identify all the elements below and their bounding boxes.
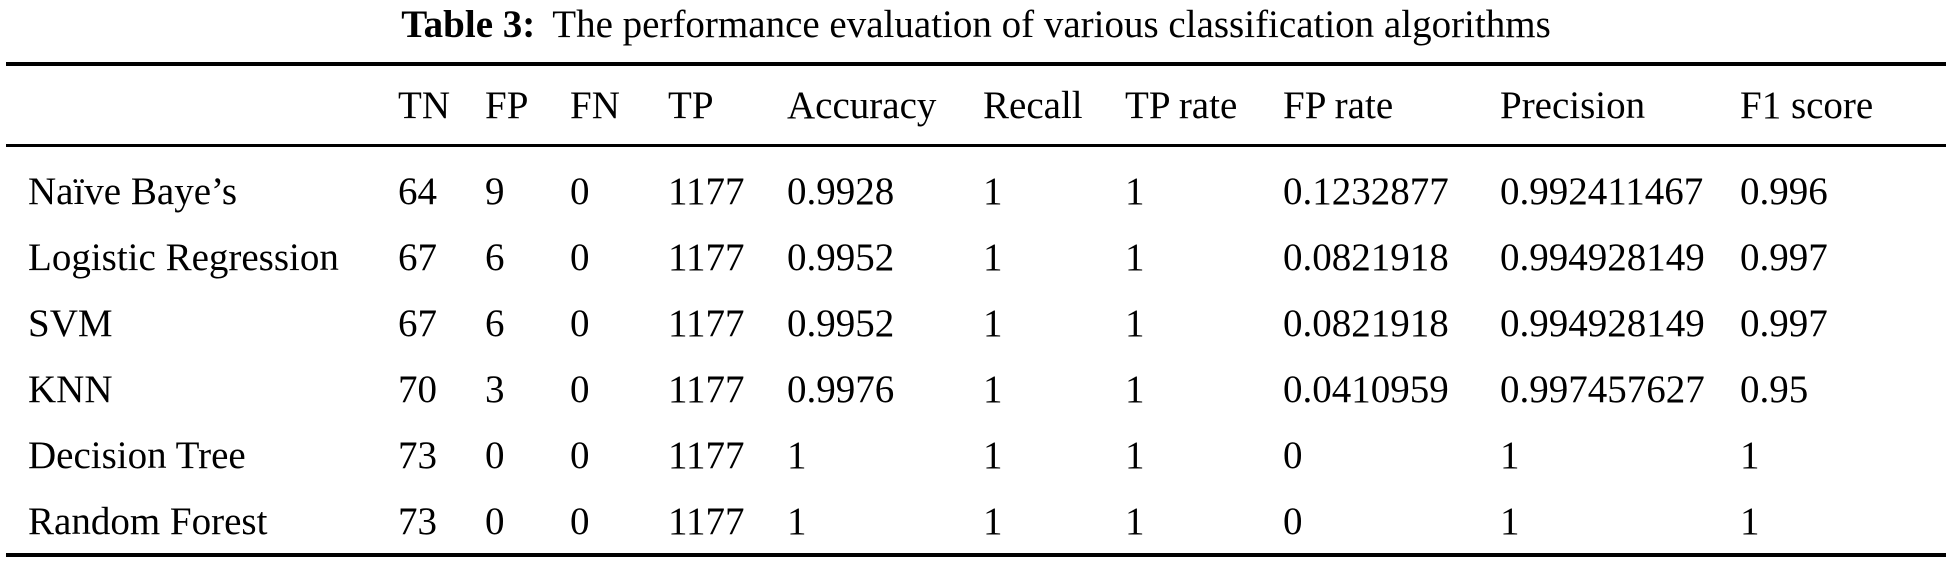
table-body: Naïve Baye’s 64 9 0 1177 0.9928 1 1 0.12… bbox=[0, 158, 1952, 554]
table-cell-fp: 0 bbox=[485, 433, 505, 477]
table-cell-tn: 70 bbox=[398, 367, 437, 411]
table-cell-fn: 0 bbox=[570, 301, 590, 345]
header-recall: Recall bbox=[983, 83, 1083, 127]
table-cell-fp-rate: 0 bbox=[1283, 433, 1303, 477]
table-cell-recall: 1 bbox=[983, 367, 1003, 411]
table-cell-fp-rate: 0.0410959 bbox=[1283, 367, 1449, 411]
header-tn: TN bbox=[398, 83, 450, 127]
table-caption-text: The performance evaluation of various cl… bbox=[552, 2, 1551, 46]
table-cell-f1-score: 0.997 bbox=[1740, 235, 1828, 279]
table-row: Naïve Baye’s 64 9 0 1177 0.9928 1 1 0.12… bbox=[0, 158, 1952, 224]
table-cell-tp-rate: 1 bbox=[1125, 301, 1145, 345]
algorithm-name: Random Forest bbox=[28, 499, 268, 543]
table-cell-fp: 3 bbox=[485, 367, 505, 411]
table-row: Decision Tree 73 0 0 1177 1 1 1 0 1 1 bbox=[0, 422, 1952, 488]
table-cell-fp: 0 bbox=[485, 499, 505, 543]
table-cell-precision: 1 bbox=[1500, 433, 1520, 477]
table-cell-precision: 1 bbox=[1500, 499, 1520, 543]
table-cell-f1-score: 0.996 bbox=[1740, 169, 1828, 213]
table-cell-fp: 9 bbox=[485, 169, 505, 213]
header-accuracy: Accuracy bbox=[787, 83, 937, 127]
table-cell-tp: 1177 bbox=[668, 301, 745, 345]
table-caption-label: Table 3: bbox=[401, 2, 536, 46]
table-rule-header bbox=[6, 144, 1946, 147]
header-tp-rate: TP rate bbox=[1125, 83, 1238, 127]
table-cell-tp-rate: 1 bbox=[1125, 235, 1145, 279]
table-cell-tp: 1177 bbox=[668, 433, 745, 477]
table-cell-f1-score: 1 bbox=[1740, 499, 1760, 543]
table-cell-fp-rate: 0.1232877 bbox=[1283, 169, 1449, 213]
table-header-row: TN FP FN TP Accuracy Recall TP rate FP r… bbox=[0, 66, 1952, 144]
table-cell-tp: 1177 bbox=[668, 499, 745, 543]
table-cell-accuracy: 1 bbox=[787, 433, 807, 477]
table-cell-tp-rate: 1 bbox=[1125, 433, 1145, 477]
algorithm-name: Decision Tree bbox=[28, 433, 246, 477]
table-cell-tn: 67 bbox=[398, 235, 437, 279]
table-row: SVM 67 6 0 1177 0.9952 1 1 0.0821918 0.9… bbox=[0, 290, 1952, 356]
table-rule-bottom bbox=[6, 553, 1946, 557]
table-cell-fn: 0 bbox=[570, 433, 590, 477]
table-cell-accuracy: 0.9928 bbox=[787, 169, 895, 213]
table-cell-accuracy: 0.9952 bbox=[787, 301, 895, 345]
table-cell-tp-rate: 1 bbox=[1125, 169, 1145, 213]
table-cell-f1-score: 0.997 bbox=[1740, 301, 1828, 345]
table-cell-fn: 0 bbox=[570, 499, 590, 543]
table-cell-fp-rate: 0.0821918 bbox=[1283, 235, 1449, 279]
table-cell-tn: 73 bbox=[398, 499, 437, 543]
algorithm-name: KNN bbox=[28, 367, 113, 411]
table-row: Random Forest 73 0 0 1177 1 1 1 0 1 1 bbox=[0, 488, 1952, 554]
table-cell-recall: 1 bbox=[983, 169, 1003, 213]
table-cell-tn: 67 bbox=[398, 301, 437, 345]
header-fn: FN bbox=[570, 83, 620, 127]
table-cell-fn: 0 bbox=[570, 169, 590, 213]
header-fp-rate: FP rate bbox=[1283, 83, 1394, 127]
algorithm-name: Naïve Baye’s bbox=[28, 169, 238, 213]
table-cell-fn: 0 bbox=[570, 235, 590, 279]
table-row: Logistic Regression 67 6 0 1177 0.9952 1… bbox=[0, 224, 1952, 290]
table-cell-precision: 0.997457627 bbox=[1500, 367, 1705, 411]
table-cell-precision: 0.992411467 bbox=[1500, 169, 1704, 213]
header-f1-score: F1 score bbox=[1740, 83, 1874, 127]
table-cell-tp-rate: 1 bbox=[1125, 367, 1145, 411]
table-cell-fp-rate: 0 bbox=[1283, 499, 1303, 543]
table-cell-tp: 1177 bbox=[668, 169, 745, 213]
table-cell-fn: 0 bbox=[570, 367, 590, 411]
table-cell-tn: 64 bbox=[398, 169, 437, 213]
table-cell-tn: 73 bbox=[398, 433, 437, 477]
table-cell-recall: 1 bbox=[983, 301, 1003, 345]
table-cell-recall: 1 bbox=[983, 235, 1003, 279]
algorithm-name: SVM bbox=[28, 301, 113, 345]
table-row: KNN 70 3 0 1177 0.9976 1 1 0.0410959 0.9… bbox=[0, 356, 1952, 422]
table-cell-recall: 1 bbox=[983, 433, 1003, 477]
table-cell-tp: 1177 bbox=[668, 235, 745, 279]
table-cell-precision: 0.994928149 bbox=[1500, 301, 1705, 345]
table-cell-fp: 6 bbox=[485, 301, 505, 345]
header-tp: TP bbox=[668, 83, 714, 127]
table-cell-tp-rate: 1 bbox=[1125, 499, 1145, 543]
table-cell-accuracy: 0.9976 bbox=[787, 367, 895, 411]
table-cell-accuracy: 1 bbox=[787, 499, 807, 543]
header-precision: Precision bbox=[1500, 83, 1646, 127]
table-cell-recall: 1 bbox=[983, 499, 1003, 543]
table-cell-tp: 1177 bbox=[668, 367, 745, 411]
table-cell-fp: 6 bbox=[485, 235, 505, 279]
table-cell-fp-rate: 0.0821918 bbox=[1283, 301, 1449, 345]
table-cell-accuracy: 0.9952 bbox=[787, 235, 895, 279]
algorithm-name: Logistic Regression bbox=[28, 235, 339, 279]
table-cell-precision: 0.994928149 bbox=[1500, 235, 1705, 279]
table-rule-top bbox=[6, 62, 1946, 66]
table-cell-f1-score: 0.95 bbox=[1740, 367, 1809, 411]
table-caption: Table 3: The performance evaluation of v… bbox=[0, 0, 1952, 48]
table-cell-f1-score: 1 bbox=[1740, 433, 1760, 477]
header-fp: FP bbox=[485, 83, 529, 127]
